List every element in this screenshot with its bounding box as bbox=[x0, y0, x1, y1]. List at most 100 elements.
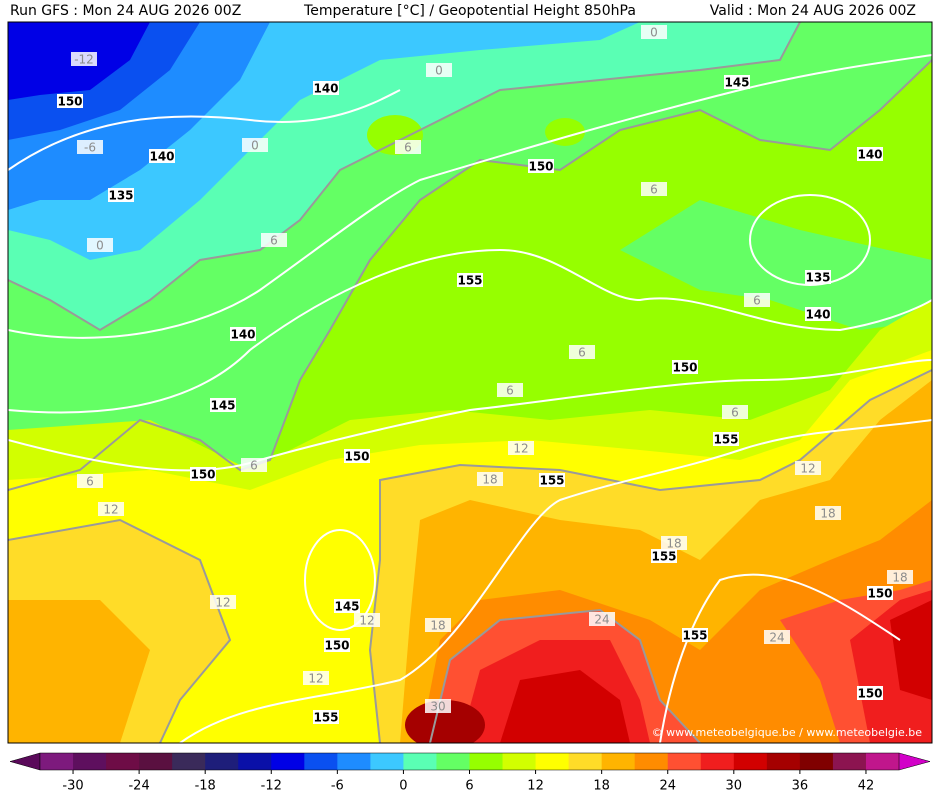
run-info: Run GFS : Mon 24 AUG 2026 00Z bbox=[10, 3, 241, 19]
colorbar-bin bbox=[337, 753, 371, 770]
colorbar-bin bbox=[502, 753, 537, 770]
temperature-label: 18 bbox=[482, 473, 497, 487]
temperature-label-box bbox=[722, 405, 748, 419]
colorbar-bin bbox=[832, 753, 867, 770]
colorbar-tick-label: 36 bbox=[792, 779, 809, 794]
temperature-label-box bbox=[425, 618, 451, 632]
height-label: 145 bbox=[724, 76, 749, 90]
valid-info: Valid : Mon 24 AUG 2026 00Z bbox=[710, 3, 916, 19]
temperature-label-box bbox=[77, 140, 103, 154]
temperature-label-box bbox=[661, 536, 687, 550]
temperature-label-box bbox=[98, 502, 124, 516]
height-label-box bbox=[805, 307, 831, 321]
temperature-label-box bbox=[303, 671, 329, 685]
temperature-label: 6 bbox=[650, 183, 658, 197]
colorbar-bin bbox=[271, 753, 305, 770]
height-label-box bbox=[713, 432, 739, 446]
temperature-label-box bbox=[508, 441, 534, 455]
colorbar-bin bbox=[304, 753, 338, 770]
colorbar-tick-label: 18 bbox=[593, 779, 610, 794]
height-label-box bbox=[149, 149, 175, 163]
height-label-box bbox=[190, 467, 216, 481]
height-label: 150 bbox=[57, 95, 82, 109]
temperature-label: 12 bbox=[103, 503, 118, 517]
colorbar-bin bbox=[73, 753, 107, 770]
temperature-label: 6 bbox=[578, 346, 586, 360]
colorbar-bin bbox=[799, 753, 834, 770]
colorbar-bin bbox=[568, 753, 603, 770]
temperature-label-box bbox=[795, 461, 821, 475]
colorbar-bin bbox=[172, 753, 206, 770]
colorbar-bin bbox=[700, 753, 735, 770]
height-label: 140 bbox=[805, 308, 830, 322]
temperature-label-box bbox=[641, 25, 667, 39]
temperature-label: 6 bbox=[753, 294, 761, 308]
colorbar-tick-label: -6 bbox=[331, 779, 344, 794]
colorbar-bin bbox=[40, 753, 74, 770]
temperature-label: 0 bbox=[650, 26, 658, 40]
colorbar-bin bbox=[403, 753, 437, 770]
colorbar-tick-label: 42 bbox=[858, 779, 875, 794]
temperature-label: 18 bbox=[430, 619, 445, 633]
height-label-box bbox=[313, 710, 339, 724]
height-label-box bbox=[344, 449, 370, 463]
temperature-label: 12 bbox=[800, 462, 815, 476]
colorbar-tick-label: 6 bbox=[465, 779, 473, 794]
temperature-label: 12 bbox=[215, 596, 230, 610]
colorbar-tick-label: -30 bbox=[62, 779, 83, 794]
map bbox=[8, 22, 932, 743]
height-label-box bbox=[805, 270, 831, 284]
colorbar-bin bbox=[766, 753, 801, 770]
colorbar-bin bbox=[436, 753, 470, 770]
height-label-box bbox=[682, 628, 708, 642]
colorbar-tick-label: 30 bbox=[726, 779, 743, 794]
colorbar-bin bbox=[667, 753, 702, 770]
height-label: 140 bbox=[149, 150, 174, 164]
temperature-label-box bbox=[497, 383, 523, 397]
height-label-box bbox=[210, 398, 236, 412]
height-label: 155 bbox=[313, 711, 338, 725]
temperature-label-box bbox=[815, 506, 841, 520]
temperature-label: 12 bbox=[308, 672, 323, 686]
height-label: 150 bbox=[672, 361, 697, 375]
height-label: 150 bbox=[528, 160, 553, 174]
temperature-label: 12 bbox=[359, 614, 374, 628]
height-label-box bbox=[108, 188, 134, 202]
temperature-label: 6 bbox=[731, 406, 739, 420]
height-label: 140 bbox=[313, 82, 338, 96]
temperature-label: 30 bbox=[430, 700, 445, 714]
temperature-label: 12 bbox=[513, 442, 528, 456]
height-label-box bbox=[528, 159, 554, 173]
colorbar-tick-label: -12 bbox=[261, 779, 282, 794]
height-label-box bbox=[457, 273, 483, 287]
map-frame bbox=[7, 21, 933, 744]
colorbar-tick-label: 24 bbox=[659, 779, 676, 794]
height-label: 155 bbox=[651, 550, 676, 564]
temperature-label-box bbox=[641, 182, 667, 196]
colorbar-tick-label: 0 bbox=[399, 779, 407, 794]
colorbar-bin bbox=[469, 753, 504, 770]
height-label: 145 bbox=[210, 399, 235, 413]
temperature-label: 6 bbox=[270, 234, 278, 248]
height-label: 135 bbox=[805, 271, 830, 285]
temperature-label-box bbox=[71, 52, 97, 66]
colorbar-over bbox=[898, 752, 931, 771]
temperature-label-box bbox=[887, 570, 913, 584]
height-label: 155 bbox=[457, 274, 482, 288]
temperature-label-box bbox=[261, 233, 287, 247]
temperature-label-box bbox=[87, 238, 113, 252]
temperature-label: 6 bbox=[86, 475, 94, 489]
temperature-label-box bbox=[77, 474, 103, 488]
temperature-label-box bbox=[425, 699, 451, 713]
temperature-label-box bbox=[210, 595, 236, 609]
temperature-label: 24 bbox=[769, 631, 784, 645]
colorbar-tick-label: -18 bbox=[195, 779, 216, 794]
height-label: 150 bbox=[324, 639, 349, 653]
height-label: 150 bbox=[344, 450, 369, 464]
colorbar-tick-label: 12 bbox=[527, 779, 544, 794]
temperature-label: 24 bbox=[594, 613, 609, 627]
height-label-box bbox=[857, 686, 883, 700]
height-label-box bbox=[313, 81, 339, 95]
temperature-label: 18 bbox=[820, 507, 835, 521]
